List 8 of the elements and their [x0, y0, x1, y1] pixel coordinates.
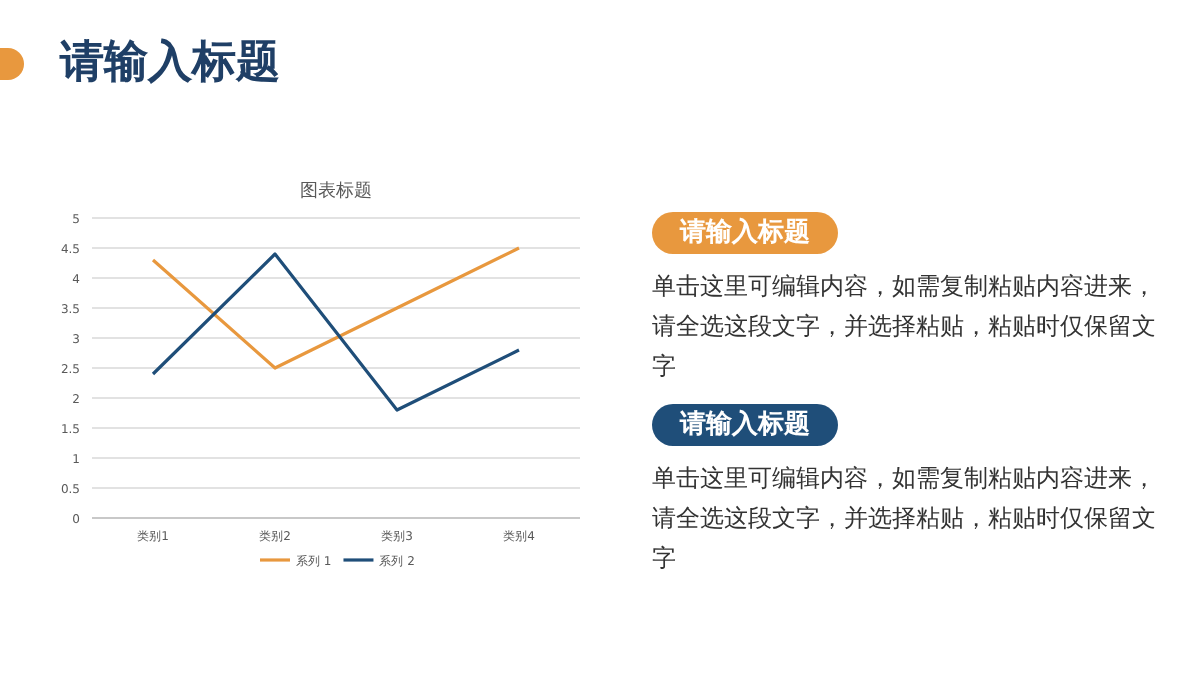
chart-title: 图表标题	[300, 180, 372, 202]
text: 请输入标题	[652, 212, 838, 254]
line-series	[151, 246, 521, 370]
text: 请输入标题	[60, 36, 280, 92]
text: 请输入标题	[652, 404, 838, 446]
text: 单击这里可编辑内容，如需复制粘贴内容进来，请全选这段文字，并选择粘贴，粘贴时仅保留文字	[652, 462, 1158, 576]
line-series	[151, 252, 521, 412]
text: 单击这里可编辑内容，如需复制粘贴内容进来，请全选这段文字，并选择粘贴，粘贴时仅保留文字	[652, 270, 1158, 384]
